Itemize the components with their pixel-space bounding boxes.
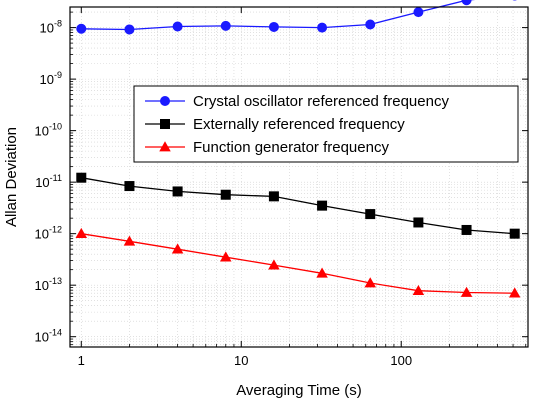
y-tick-label-2: 10-10 (35, 122, 62, 139)
grid (70, 7, 528, 347)
data-point-s0-6 (365, 19, 376, 30)
legend-label-2: Function generator frequency (193, 139, 389, 156)
series-line-2 (81, 233, 515, 294)
legend-swatch-marker-0 (160, 96, 170, 106)
data-point-s0-8 (461, 0, 472, 6)
legend-label-0: Crystal oscillator referenced frequency (193, 93, 449, 110)
series-1 (76, 172, 520, 239)
series-2 (75, 227, 521, 298)
data-point-s0-4 (268, 21, 279, 32)
plot-frame (69, 6, 529, 348)
data-point-s2-0 (75, 227, 88, 238)
legend-box (133, 85, 519, 163)
y-tick-label-0: 10-8 (40, 19, 62, 36)
data-point-s2-2 (171, 243, 184, 254)
data-point-s2-8 (460, 286, 473, 297)
y-tick-label-exp-2: -10 (49, 122, 62, 132)
data-point-s1-4 (268, 191, 279, 202)
y-tick-label-1: 10-9 (40, 70, 62, 87)
data-point-s1-5 (317, 200, 328, 211)
y-tick-label-exp-0: -8 (54, 19, 62, 29)
x-axis-label: Averaging Time (s) (236, 382, 362, 399)
data-point-s0-7 (413, 7, 424, 18)
y-tick-label-5: 10-13 (35, 276, 62, 293)
y-axis-ticks: 10-8 10-9 10-10 10-11 10-12 10-13 10-14 (35, 11, 528, 346)
data-point-s2-7 (412, 284, 425, 296)
y-tick-label-exp-3: -11 (50, 173, 62, 183)
data-point-s1-3 (220, 189, 231, 200)
y-tick-label-exp-1: -9 (54, 70, 62, 80)
x-tick-label-0: 1 (78, 353, 85, 368)
legend-swatch-marker-2 (159, 141, 171, 152)
y-axis-label: Allan Deviation (3, 127, 20, 227)
series-line-1 (81, 177, 515, 235)
data-point-s2-9 (508, 287, 521, 298)
y-tick-label-exp-4: -12 (49, 225, 62, 235)
y-tick-label-3: 10-11 (35, 173, 62, 190)
y-tick-label-exp-6: -14 (49, 328, 62, 338)
legend-swatch-marker-1 (160, 119, 170, 129)
data-point-s1-1 (124, 181, 135, 192)
data-point-s0-5 (317, 22, 328, 33)
data-point-s2-3 (220, 251, 232, 262)
y-tick-label-4: 10-12 (35, 225, 62, 242)
data-point-s2-1 (123, 235, 136, 246)
data-point-s2-4 (268, 259, 280, 270)
series-0 (76, 0, 517, 35)
legend-label-1: Externally referenced frequency (193, 116, 405, 133)
legend: Crystal oscillator referenced frequency E… (133, 85, 519, 163)
y-tick-label-exp-5: -13 (49, 276, 62, 286)
data-point-s0-2 (172, 21, 183, 32)
x-tick-label-2: 100 (390, 353, 412, 368)
data-point-s2-6 (364, 277, 376, 288)
data-point-s1-0 (76, 172, 87, 183)
data-point-s1-6 (365, 209, 376, 220)
series-line-0 (81, 0, 476, 31)
y-tick-label-6: 10-14 (35, 328, 62, 345)
data-point-s1-8 (461, 224, 472, 235)
data-point-s1-7 (413, 217, 424, 228)
data-point-s0-1 (124, 24, 135, 35)
data-point-s0-3 (220, 20, 231, 31)
data-point-s0-0 (76, 23, 87, 34)
data-point-s1-2 (172, 186, 183, 197)
data-point-s1-9 (509, 228, 520, 239)
data-point-s2-5 (316, 267, 328, 278)
x-tick-label-1: 10 (234, 353, 248, 368)
series-layer (75, 0, 521, 298)
